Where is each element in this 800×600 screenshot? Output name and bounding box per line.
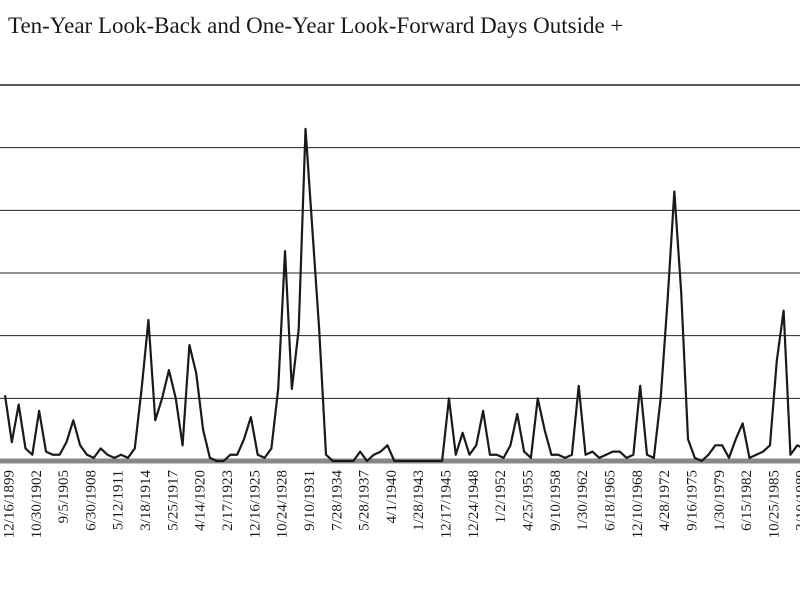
x-tick-label: 6/18/1965: [602, 470, 618, 531]
x-tick-label: 12/10/1968: [630, 470, 646, 538]
x-tick-label: 12/17/1945: [439, 470, 455, 538]
x-tick-label: 12/16/1925: [247, 470, 263, 538]
x-tick-label: 7/28/1934: [329, 470, 345, 531]
x-tick-label: 5/28/1937: [357, 470, 373, 531]
x-tick-label: 1/2/1952: [493, 470, 509, 523]
x-tick-label: 1/30/1979: [712, 470, 728, 531]
x-tick-label: 3/10/1989: [794, 470, 800, 531]
x-tick-label: 4/14/1920: [193, 470, 209, 531]
data-line: [3, 127, 800, 463]
x-tick-label: 4/25/1955: [521, 470, 537, 531]
x-tick-label: 6/15/1982: [739, 470, 755, 531]
x-tick-label: 10/24/1928: [275, 470, 291, 538]
x-tick-label: 9/10/1958: [548, 470, 564, 531]
chart-title: Ten-Year Look-Back and One-Year Look-For…: [8, 13, 623, 38]
x-tick-label: 3/18/1914: [138, 470, 154, 531]
x-tick-label: 5/12/1911: [111, 470, 127, 530]
x-axis: 12/16/1899 10/30/1902 9/5/1905 6/30/1908 5/1…: [1, 470, 800, 539]
x-tick-label: 10/25/1985: [766, 470, 782, 538]
x-tick-label: 1/30/1962: [575, 470, 591, 531]
x-tick-label: 4/28/1972: [657, 470, 673, 531]
plot-area: [3, 127, 800, 463]
x-tick-label: 10/30/1902: [29, 470, 45, 538]
x-tick-label: 5/25/1917: [165, 470, 181, 531]
x-tick-label: 1/28/1943: [411, 470, 427, 531]
x-tick-label: 2/17/1923: [220, 470, 236, 531]
x-tick-label: 12/24/1948: [466, 470, 482, 538]
x-tick-label: 12/16/1899: [1, 470, 17, 538]
x-tick-label: 9/5/1905: [56, 470, 72, 523]
x-tick-label: 9/10/1931: [302, 470, 318, 531]
x-tick-label: 6/30/1908: [83, 470, 99, 531]
x-tick-label: 4/1/1940: [384, 470, 400, 523]
x-tick-label: 9/16/1975: [684, 470, 700, 531]
